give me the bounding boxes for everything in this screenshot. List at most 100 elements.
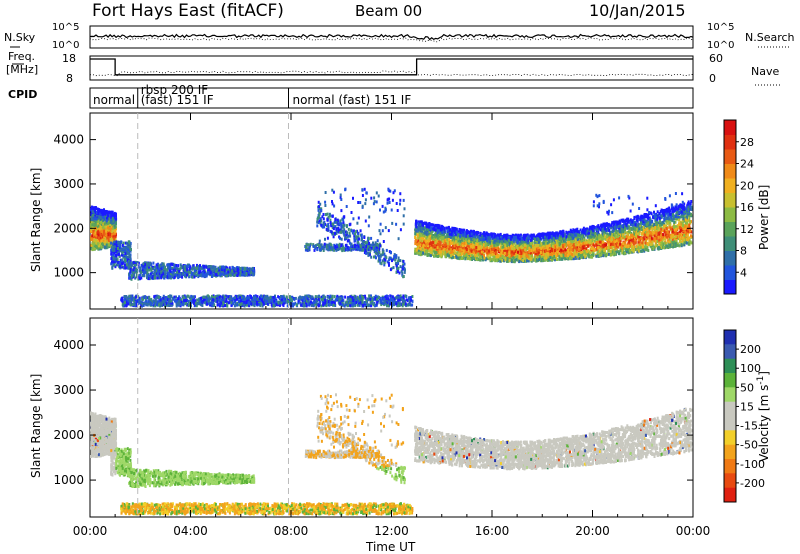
power-echo — [124, 266, 127, 270]
nsky-line — [89, 33, 694, 41]
power-echo — [149, 274, 152, 278]
power-echo — [170, 267, 173, 271]
power-echo — [199, 270, 202, 274]
power-echo — [160, 276, 163, 280]
power-echo — [107, 214, 109, 218]
power-echo — [167, 276, 170, 280]
power-echo — [372, 241, 374, 245]
power-echo — [126, 243, 129, 247]
power-echo — [99, 215, 102, 219]
power-echo — [111, 266, 114, 270]
power-echo — [105, 219, 108, 223]
power-echo — [335, 220, 338, 224]
power-echo — [381, 251, 384, 255]
power-echo — [157, 269, 160, 273]
power-echo — [366, 240, 369, 244]
power-echo — [163, 276, 166, 280]
power-echo — [113, 232, 116, 236]
power-echo — [149, 272, 152, 276]
power-echo — [90, 217, 93, 221]
power-echo — [144, 263, 147, 267]
power-echo — [397, 266, 400, 270]
power-echo — [96, 222, 99, 226]
power-echo — [95, 238, 97, 242]
power-echo — [122, 253, 125, 257]
power-echo — [320, 243, 323, 247]
power-echo — [135, 271, 138, 275]
power-echo — [93, 207, 96, 211]
power-echo — [102, 230, 105, 234]
power-echo — [118, 262, 121, 266]
power-echo — [106, 232, 109, 236]
power-echo — [221, 272, 224, 276]
power-echo — [155, 263, 158, 267]
power-echo — [168, 266, 171, 270]
cpid-strip — [89, 87, 694, 109]
power-echo — [316, 220, 319, 224]
power-echo — [104, 240, 107, 243]
power-echo — [116, 252, 119, 256]
power-echo — [111, 217, 114, 221]
power-echo — [187, 273, 190, 277]
power-echo — [388, 263, 390, 267]
power-echo — [136, 261, 139, 265]
power-echo — [148, 268, 151, 272]
power-echo — [161, 264, 163, 268]
power-echo — [143, 265, 146, 269]
power-echo — [215, 269, 218, 273]
power-echo — [113, 248, 116, 252]
power-echo — [339, 219, 342, 223]
power-echo — [162, 264, 165, 268]
power-echo — [127, 255, 129, 259]
power-echo — [110, 212, 113, 216]
power-echo — [129, 254, 131, 258]
power-echo — [193, 269, 196, 273]
power-echo — [110, 262, 113, 266]
nsearch-label: N.Search — [745, 31, 795, 44]
power-echo — [396, 270, 399, 273]
power-echo — [94, 228, 97, 232]
power-echo — [103, 235, 106, 239]
power-echo — [318, 243, 321, 247]
power-echo — [228, 273, 231, 277]
power-echo — [237, 271, 240, 275]
power-echo — [164, 265, 167, 269]
power-echo — [90, 247, 93, 250]
power-echo — [97, 220, 100, 223]
power-echo — [94, 214, 96, 218]
power-echo — [113, 237, 116, 241]
power-echo — [391, 259, 393, 263]
power-echo — [189, 265, 192, 269]
power-echo — [389, 268, 392, 272]
station-title: Fort Hays East (fitACF) — [92, 1, 284, 21]
power-echo — [376, 243, 379, 247]
power-echo — [147, 277, 150, 281]
power-echo — [174, 268, 177, 272]
power-echo — [186, 273, 189, 277]
power-echo — [127, 248, 130, 252]
power-echo — [333, 220, 336, 224]
power-echo — [111, 258, 114, 262]
power-echo — [113, 215, 116, 219]
power-echo — [176, 273, 179, 277]
power-echo — [114, 253, 117, 257]
power-echo — [170, 272, 173, 276]
power-echo — [231, 266, 234, 269]
power-echo — [112, 219, 115, 223]
power-echo — [129, 267, 132, 271]
power-echo — [91, 205, 94, 209]
power-echo — [347, 227, 350, 231]
power-echo — [325, 213, 328, 216]
power-echo — [374, 251, 377, 255]
power-echo — [137, 277, 140, 281]
power-echo — [353, 238, 356, 242]
power-echo — [115, 227, 117, 231]
power-echo — [183, 265, 186, 269]
power-echo — [155, 268, 158, 272]
power-echo — [135, 262, 138, 266]
power-echo — [148, 265, 150, 269]
power-echo — [211, 274, 214, 278]
power-echo — [156, 273, 159, 277]
power-echo — [218, 269, 220, 273]
power-echo — [129, 276, 131, 280]
